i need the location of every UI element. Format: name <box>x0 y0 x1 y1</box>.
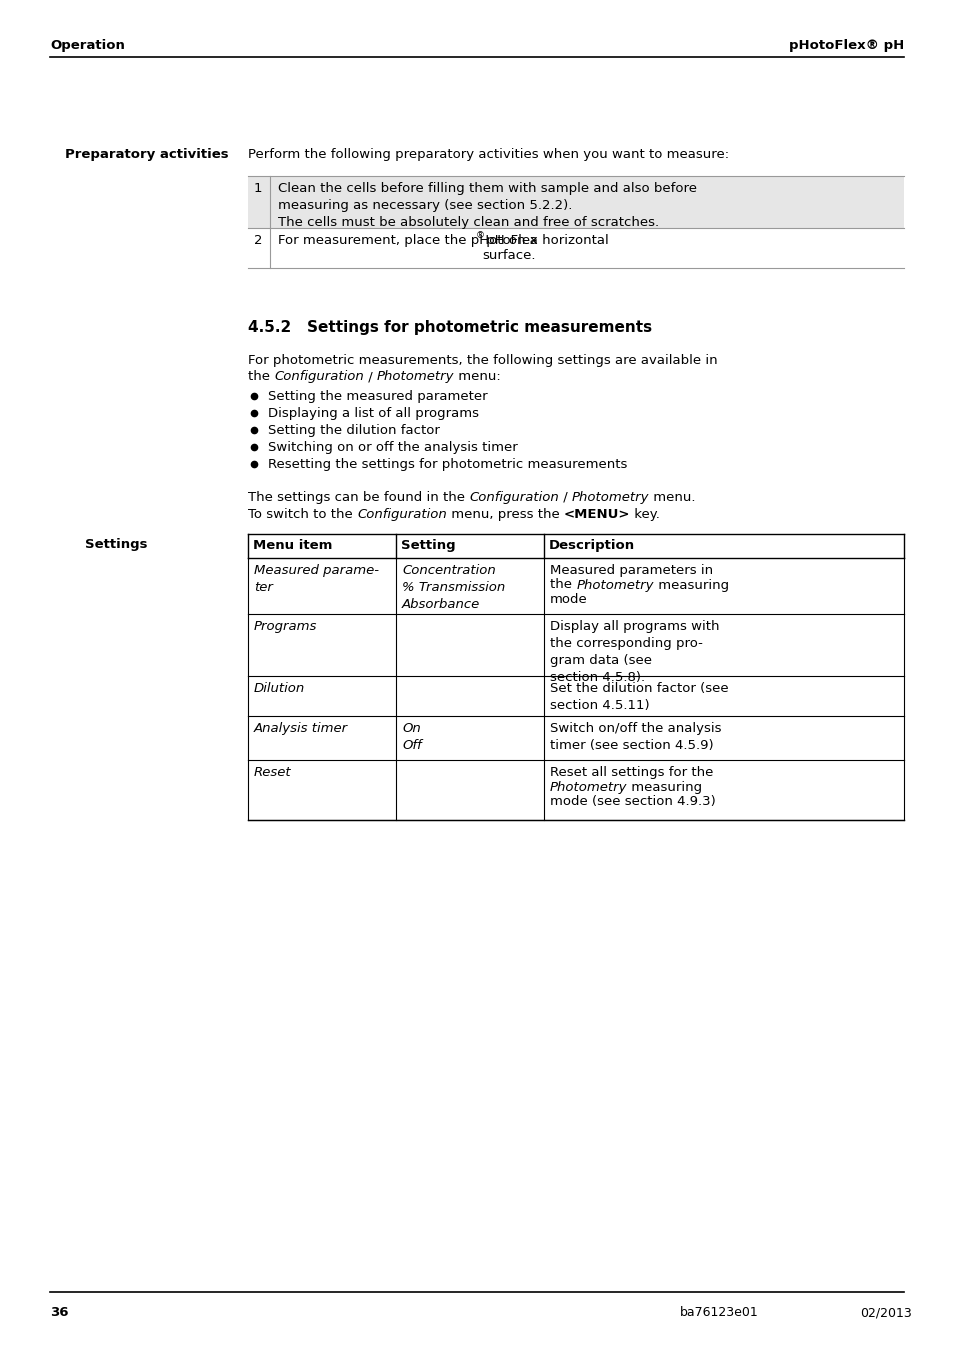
Text: Switch on/off the analysis
timer (see section 4.5.9): Switch on/off the analysis timer (see se… <box>550 721 720 753</box>
Text: Analysis timer: Analysis timer <box>253 721 348 735</box>
Text: Measured parame-
ter: Measured parame- ter <box>253 563 378 594</box>
Text: Clean the cells before filling them with sample and also before
measuring as nec: Clean the cells before filling them with… <box>277 182 697 230</box>
Text: menu:: menu: <box>454 370 500 382</box>
Text: Operation: Operation <box>50 39 125 51</box>
Text: To switch to the: To switch to the <box>248 508 356 521</box>
Text: <MENU>: <MENU> <box>563 508 630 521</box>
Text: ba76123e01: ba76123e01 <box>679 1306 758 1319</box>
Text: Configuration: Configuration <box>356 508 446 521</box>
Text: Perform the following preparatory activities when you want to measure:: Perform the following preparatory activi… <box>248 149 728 161</box>
Text: Displaying a list of all programs: Displaying a list of all programs <box>268 407 478 420</box>
Text: For photometric measurements, the following settings are available in: For photometric measurements, the follow… <box>248 354 717 367</box>
Text: pH on a horizontal
surface.: pH on a horizontal surface. <box>482 234 608 262</box>
Text: Preparatory activities: Preparatory activities <box>65 149 229 161</box>
Text: Reset: Reset <box>253 766 292 780</box>
Text: /: / <box>364 370 376 382</box>
Text: /: / <box>558 490 572 504</box>
Text: For measurement, place the pHotoFlex: For measurement, place the pHotoFlex <box>277 234 537 247</box>
Text: Setting the measured parameter: Setting the measured parameter <box>268 390 487 403</box>
Text: Photometry: Photometry <box>550 781 627 793</box>
Text: measuring: measuring <box>653 578 728 592</box>
Text: measuring: measuring <box>627 781 702 793</box>
Text: Reset all settings for the: Reset all settings for the <box>550 766 713 780</box>
Text: Programs: Programs <box>253 620 317 634</box>
Text: 2: 2 <box>253 234 262 247</box>
Text: Configuration: Configuration <box>274 370 364 382</box>
Text: pHotoFlex® pH: pHotoFlex® pH <box>788 39 903 51</box>
Text: menu.: menu. <box>649 490 696 504</box>
Text: 02/2013: 02/2013 <box>859 1306 911 1319</box>
Text: The settings can be found in the: The settings can be found in the <box>248 490 469 504</box>
Text: key.: key. <box>630 508 659 521</box>
Text: Concentration
% Transmission
Absorbance: Concentration % Transmission Absorbance <box>401 563 505 611</box>
Text: the: the <box>248 370 274 382</box>
Text: menu, press the: menu, press the <box>446 508 563 521</box>
Text: On
Off: On Off <box>401 721 421 753</box>
Text: Setting: Setting <box>400 539 456 553</box>
Text: 4.5.2   Settings for photometric measurements: 4.5.2 Settings for photometric measureme… <box>248 320 652 335</box>
Text: mode (see section 4.9.3): mode (see section 4.9.3) <box>550 794 715 808</box>
Text: Photometry: Photometry <box>376 370 454 382</box>
Text: Configuration: Configuration <box>469 490 558 504</box>
Text: Switching on or off the analysis timer: Switching on or off the analysis timer <box>268 440 517 454</box>
Bar <box>248 176 903 228</box>
Text: Photometry: Photometry <box>576 578 653 592</box>
Text: mode: mode <box>550 593 587 607</box>
Text: 1: 1 <box>253 182 262 195</box>
Text: the: the <box>550 578 576 592</box>
Text: Measured parameters in: Measured parameters in <box>550 563 713 577</box>
Text: Settings: Settings <box>85 538 148 551</box>
Text: Display all programs with
the corresponding pro-
gram data (see
section 4.5.8).: Display all programs with the correspond… <box>550 620 719 684</box>
Text: Set the dilution factor (see
section 4.5.11): Set the dilution factor (see section 4.5… <box>550 682 728 712</box>
Text: ®: ® <box>475 231 484 240</box>
Text: Menu item: Menu item <box>253 539 332 553</box>
Text: Description: Description <box>548 539 635 553</box>
Text: Resetting the settings for photometric measurements: Resetting the settings for photometric m… <box>268 458 627 471</box>
Text: Photometry: Photometry <box>572 490 649 504</box>
Text: 36: 36 <box>50 1306 69 1319</box>
Text: Setting the dilution factor: Setting the dilution factor <box>268 424 439 436</box>
Text: Dilution: Dilution <box>253 682 305 694</box>
